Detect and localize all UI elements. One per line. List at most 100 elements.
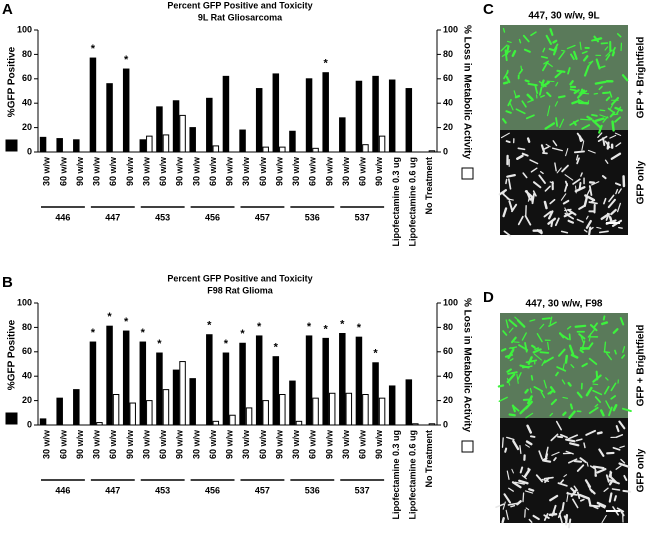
cell: [569, 80, 574, 86]
cell: [550, 398, 558, 406]
cell: [562, 199, 570, 205]
cell: [557, 482, 568, 487]
cell: [506, 174, 516, 178]
y-tick-label: 80: [22, 49, 32, 59]
bar-gfp: [405, 88, 413, 153]
bar-gfp: [39, 136, 47, 153]
cell: [538, 450, 543, 460]
x-tick-label: 60 w/w: [208, 429, 218, 459]
cell: [503, 493, 512, 504]
cell: [572, 498, 579, 509]
significance-marker: *: [257, 321, 262, 333]
cell: [506, 377, 511, 386]
cell: [594, 396, 602, 403]
cell: [563, 474, 568, 478]
cell: [558, 332, 565, 339]
bar-gfp: [289, 380, 296, 426]
cell: [568, 458, 578, 464]
cell: [601, 514, 607, 524]
significance-marker: *: [91, 43, 96, 55]
cell: [583, 229, 588, 233]
cell: [608, 90, 613, 98]
bar-gfp: [106, 325, 113, 426]
cell: [511, 468, 514, 474]
x-tick-label: 90 w/w: [75, 156, 85, 186]
cell: [561, 49, 566, 52]
cell: [566, 491, 574, 496]
legend-swatch: [5, 412, 18, 425]
cell: [601, 175, 607, 180]
cell: [523, 48, 531, 53]
significance-marker: *: [357, 322, 362, 334]
y2-tick-label: 20: [443, 122, 453, 132]
cell: [543, 356, 554, 364]
significance-marker: *: [124, 54, 129, 66]
cell: [588, 61, 593, 64]
cell: [501, 118, 507, 124]
y2-tick-label: 40: [443, 371, 453, 381]
cell: [561, 502, 565, 512]
cell: [615, 188, 619, 195]
cell: [554, 217, 560, 227]
bar-gfp: [89, 341, 97, 426]
cell: [587, 328, 596, 338]
cell: [619, 509, 625, 517]
cell: [518, 479, 529, 485]
x-tick-label: 90 w/w: [324, 429, 334, 459]
cell: [542, 61, 549, 72]
cell: [575, 185, 577, 194]
y-tick-label: 100: [17, 24, 32, 34]
cell: [507, 178, 512, 190]
significance-marker: *: [274, 342, 279, 354]
cell: [599, 230, 609, 234]
cell: [525, 190, 532, 201]
y2-tick-label: 100: [443, 297, 458, 307]
bar-gfp: [189, 127, 196, 153]
bar-gfp: [206, 97, 213, 153]
cell: [589, 199, 596, 203]
cell: [601, 321, 609, 326]
cell: [615, 465, 622, 470]
cell: [508, 319, 518, 328]
bar-gfp: [122, 330, 130, 426]
y-tick-label: 60: [22, 73, 32, 83]
cell: [501, 437, 504, 448]
cell: [585, 188, 591, 199]
cell: [600, 212, 610, 220]
cell: [529, 435, 536, 438]
cell: [507, 371, 518, 375]
bar-gfp: [139, 341, 147, 426]
cell: [588, 406, 599, 415]
cell: [508, 327, 514, 333]
cell: [583, 195, 589, 208]
cell: [539, 351, 550, 354]
cell: [599, 109, 606, 112]
cell: [605, 53, 611, 61]
cell: [549, 494, 559, 502]
bar-toxicity: [378, 135, 386, 153]
cell: [525, 507, 530, 511]
cell: [556, 366, 567, 372]
cell: [559, 479, 565, 484]
bar-toxicity: [378, 397, 386, 426]
cell: [582, 55, 589, 62]
x-tick-label: 60 w/w: [158, 429, 168, 459]
cell: [519, 466, 524, 474]
cell: [611, 120, 615, 132]
cell: [497, 384, 505, 388]
significance-marker: *: [207, 320, 212, 332]
cell: [611, 488, 621, 491]
bar-toxicity: [96, 422, 103, 426]
x-tick-label: 30 w/w: [141, 429, 151, 459]
cell: [623, 474, 628, 481]
cell: [593, 322, 598, 329]
cell: [616, 202, 621, 213]
cell: [549, 28, 554, 36]
legend-label: % Loss in Metabolic Activity: [461, 298, 472, 433]
bar-gfp: [272, 73, 280, 153]
bar-gfp: [339, 333, 346, 426]
bar-toxicity: [162, 389, 170, 426]
cell: [508, 413, 516, 417]
cell: [607, 198, 616, 209]
bar-gfp: [122, 68, 130, 153]
